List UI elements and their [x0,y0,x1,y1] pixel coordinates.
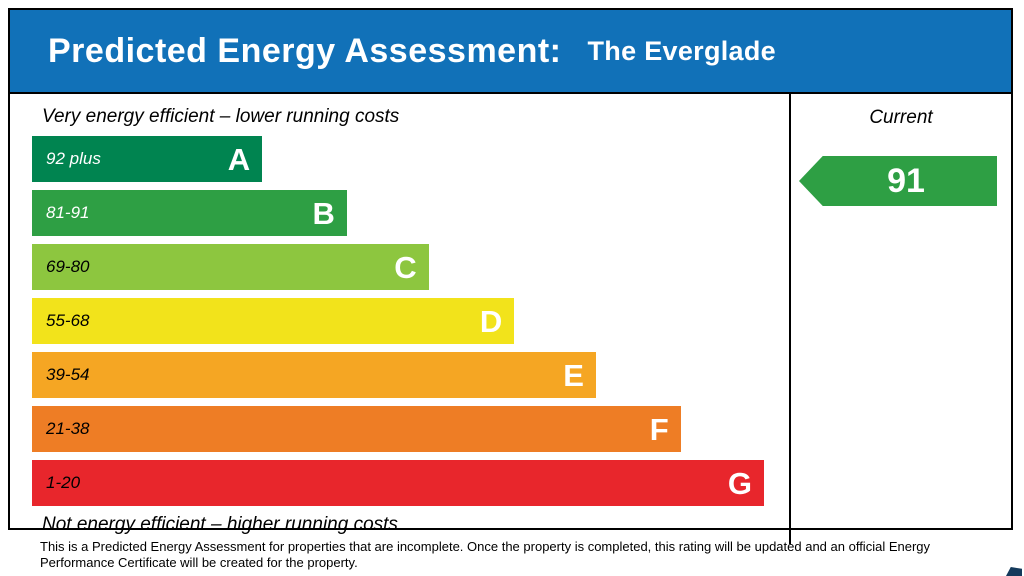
band-row-e: 39-54 E [32,352,789,398]
band-letter-a: A [227,141,251,177]
band-bar-c: 69-80 C [32,244,429,290]
bands-column: Very energy efficient – lower running co… [10,94,789,544]
band-letter-g: G [727,465,753,501]
current-column: Current 91 [789,94,1011,544]
band-range-f: 21-38 [46,419,90,438]
top-scale-label: Very energy efficient – lower running co… [42,106,400,127]
band-letter-b: B [312,195,335,231]
current-rating-arrow: 91 [799,156,997,206]
corner-logo-fragment-icon [1006,567,1022,576]
band-row-f: 21-38 F [32,406,789,452]
band-bar-e: 39-54 E [32,352,596,398]
band-letter-c: C [394,249,417,285]
band-range-g: 1-20 [46,473,81,492]
band-range-d: 55-68 [46,311,90,330]
property-name: The Everglade [587,35,776,66]
header-bar: Predicted Energy Assessment: The Evergla… [10,10,1011,94]
band-bar-b: 81-91 B [32,190,347,236]
current-rating-value: 91 [887,161,925,200]
band-row-d: 55-68 D [32,298,789,344]
band-row-g: 1-20 G [32,460,789,506]
band-bar-g: 1-20 G [32,460,765,506]
epc-chart: Very energy efficient – lower running co… [10,94,1011,544]
current-column-header: Current [869,107,933,128]
band-row-a: 92 plus A [32,136,789,182]
band-letter-f: F [649,411,669,447]
band-bar-d: 55-68 D [32,298,515,344]
band-bar-f: 21-38 F [32,406,681,452]
band-range-a: 92 plus [46,149,101,168]
page-title: Predicted Energy Assessment: [48,31,562,70]
footer-disclaimer: This is a Predicted Energy Assessment fo… [40,539,931,571]
band-row-c: 69-80 C [32,244,789,290]
band-row-b: 81-91 B [32,190,789,236]
band-letter-e: E [563,357,584,393]
bottom-scale-label: Not energy efficient – higher running co… [42,514,398,535]
band-range-e: 39-54 [46,365,90,384]
assessment-frame: Predicted Energy Assessment: The Evergla… [8,8,1013,544]
band-range-c: 69-80 [46,257,90,276]
band-range-b: 81-91 [46,203,90,222]
band-letter-d: D [479,303,503,339]
band-bar-a: 92 plus A [32,136,263,182]
